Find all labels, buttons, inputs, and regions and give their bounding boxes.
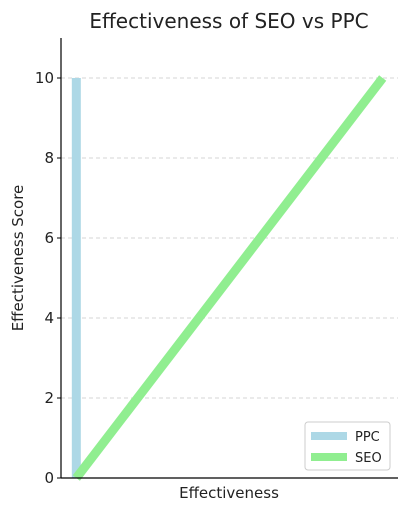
grid	[61, 77, 398, 399]
y-tick-label: 4	[44, 309, 54, 327]
legend: PPC SEO	[304, 421, 391, 471]
y-tick-label: 0	[44, 469, 54, 487]
series-layer	[71, 75, 387, 481]
axes	[60, 38, 398, 479]
chart-title: Effectiveness of SEO vs PPC	[89, 9, 368, 33]
legend-label-ppc: PPC	[355, 430, 380, 445]
y-tick-label: 6	[44, 229, 54, 247]
y-ticks: 0 2 4 6 8 10	[35, 69, 61, 487]
series-line-seo	[72, 75, 387, 481]
y-axis-label: Effectiveness Score	[9, 185, 27, 332]
y-tick-label: 2	[44, 389, 54, 407]
y-tick-label: 8	[44, 149, 54, 167]
y-tick-label: 10	[35, 69, 54, 87]
legend-label-seo: SEO	[355, 451, 382, 466]
x-axis-label: Effectiveness	[179, 484, 279, 502]
